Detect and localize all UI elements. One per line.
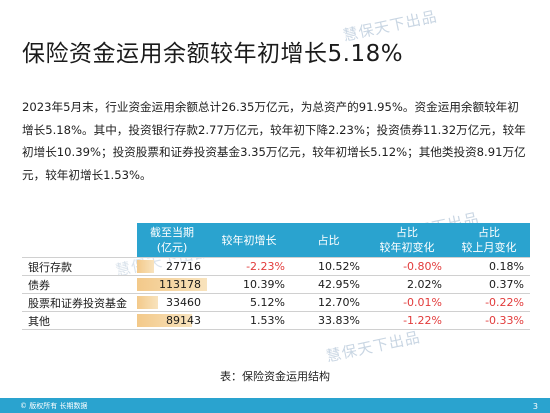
row-share: 33.83% [291, 311, 366, 330]
header-share-mom: 占比 较上月变化 [448, 223, 530, 258]
header-share-ytd-line1: 占比 [396, 226, 418, 239]
row-share-ytd: -0.01% [366, 293, 448, 312]
row-amount-value: 27716 [166, 260, 201, 273]
row-amount: 89143 [137, 311, 207, 330]
row-share-mom: 0.18% [448, 257, 530, 276]
investment-structure-table: 截至当期 (亿元) 较年初增长 占比 占比 较年初变化 占比 较上月变化 银行存… [22, 223, 530, 330]
row-share-mom: 0.37% [448, 275, 530, 294]
row-amount-value: 113178 [159, 278, 201, 291]
footer-bar [0, 398, 550, 413]
row-amount: 33460 [137, 293, 207, 312]
page-number: 3 [532, 402, 538, 411]
header-share-ytd-line2: 较年初变化 [379, 241, 435, 254]
row-amount-value: 33460 [166, 296, 201, 309]
header-share-mom-line1: 占比 [478, 226, 500, 239]
row-label: 银行存款 [22, 257, 137, 276]
header-share-mom-line2: 较上月变化 [461, 241, 517, 254]
header-growth: 较年初增长 [207, 223, 291, 258]
table-row: 债券 113178 10.39% 42.95% 2.02% 0.37% [22, 275, 530, 294]
row-label: 股票和证券投资基金 [22, 293, 137, 312]
header-share: 占比 [291, 223, 366, 258]
row-growth: 10.39% [207, 275, 291, 294]
row-share: 12.70% [291, 293, 366, 312]
table-row: 银行存款 27716 -2.23% 10.52% -0.80% 0.18% [22, 257, 530, 276]
row-share-ytd: 2.02% [366, 275, 448, 294]
row-growth: 1.53% [207, 311, 291, 330]
row-label: 其他 [22, 311, 137, 330]
amount-data-bar [137, 260, 155, 273]
row-share-ytd: -1.22% [366, 311, 448, 330]
table-row: 股票和证券投资基金 33460 5.12% 12.70% -0.01% -0.22% [22, 293, 530, 312]
header-amount-line1: 截至当期 [150, 226, 194, 239]
row-growth: -2.23% [207, 257, 291, 276]
slide-title: 保险资金运用余额较年初增长5.18% [22, 41, 404, 67]
amount-data-bar [137, 296, 158, 309]
table-header-row: 截至当期 (亿元) 较年初增长 占比 占比 较年初变化 占比 较上月变化 [22, 223, 530, 258]
row-amount: 27716 [137, 257, 207, 276]
row-share: 10.52% [291, 257, 366, 276]
header-blank [22, 223, 137, 258]
row-share: 42.95% [291, 275, 366, 294]
amount-data-bar [137, 314, 193, 327]
header-amount-line2: (亿元) [156, 241, 188, 254]
row-label: 债券 [22, 275, 137, 294]
body-paragraph: 2023年5月末，行业资金运用余额总计26.35万亿元，为总资产的91.95%。… [22, 100, 526, 183]
amount-data-bar [137, 278, 207, 291]
header-share-ytd: 占比 较年初变化 [366, 223, 448, 258]
row-share-ytd: -0.80% [366, 257, 448, 276]
footer-copyright: © 版权所有 长期数据 [20, 402, 88, 410]
row-share-mom: -0.22% [448, 293, 530, 312]
header-amount: 截至当期 (亿元) [137, 223, 207, 258]
table-row: 其他 89143 1.53% 33.83% -1.22% -0.33% [22, 311, 530, 330]
row-growth: 5.12% [207, 293, 291, 312]
row-amount-value: 89143 [166, 314, 201, 327]
row-amount: 113178 [137, 275, 207, 294]
table-caption: 表：保险资金运用结构 [220, 370, 330, 383]
row-share-mom: -0.33% [448, 311, 530, 330]
